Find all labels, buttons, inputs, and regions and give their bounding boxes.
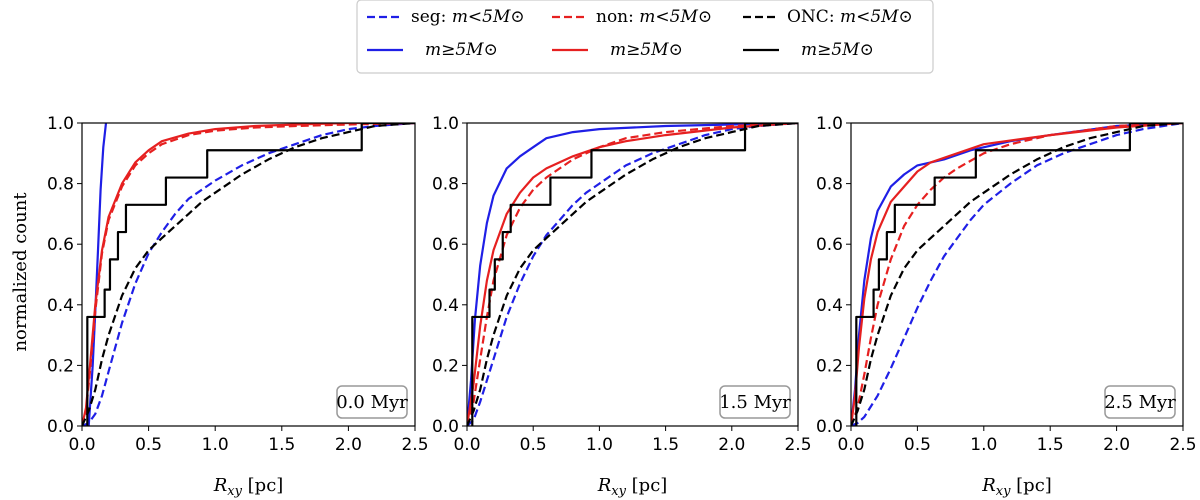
time-label: 0.0 Myr	[336, 392, 408, 413]
panel-2: 0.0 0.5 1.0 1.5 2.0 2.5 0.0 0.2 0.4 0.6 0.8 1.0 Rxy …	[432, 114, 812, 499]
x-axis-label: Rxy [pc]	[981, 475, 1052, 499]
legend-label: m≥5M⊙	[801, 40, 874, 60]
series-line-non-m-5	[851, 123, 1183, 426]
series-line-onc-m-5	[471, 123, 798, 426]
y-tick-label: 0.8	[47, 175, 74, 195]
time-box	[1104, 385, 1176, 419]
time-box	[336, 385, 408, 419]
x-tick-label: 0.0	[837, 435, 864, 455]
legend-label: m≥5M⊙	[610, 40, 683, 60]
x-tick-label: 0.5	[520, 435, 547, 455]
time-box	[719, 385, 791, 419]
series-line-seg-m-5	[851, 123, 1183, 426]
axes-frame	[466, 122, 799, 427]
y-tick-label: 0.4	[47, 296, 74, 316]
series-line-non-m-5	[82, 123, 415, 426]
y-tick-label: 0.8	[816, 175, 843, 195]
series-group	[467, 123, 798, 426]
time-label: 1.5 Myr	[719, 392, 791, 413]
legend-frame	[356, 0, 934, 74]
axes-frame	[81, 122, 416, 427]
x-tick-label: 1.0	[202, 435, 229, 455]
legend: seg: m<5M⊙ non: m<5M⊙ ONC: m<5M⊙ m≥5M⊙ m≥5M⊙…	[356, 0, 934, 74]
x-tick-label: 0.0	[453, 435, 480, 455]
legend-entry-seg: seg: m<5M⊙	[367, 7, 525, 27]
legend-label: ONC: m<5M⊙	[787, 7, 913, 27]
x-axis-label: Rxy [pc]	[597, 475, 668, 499]
y-tick-label: 1.0	[432, 114, 459, 134]
y-tick-label: 0.0	[816, 417, 843, 437]
x-tick-label: 2.0	[335, 435, 362, 455]
series-line-non-m-5	[467, 123, 798, 426]
y-tick-label: 0.6	[432, 235, 459, 255]
axes-frame	[850, 122, 1184, 427]
legend-label: non: m<5M⊙	[596, 7, 712, 27]
series-line-non-m-5	[851, 123, 1183, 426]
y-tick-label: 0.6	[47, 235, 74, 255]
x-tick-label: 0.0	[68, 435, 95, 455]
legend-label: seg: m<5M⊙	[411, 7, 525, 27]
x-tick-label: 2.5	[401, 435, 428, 455]
x-tick-label: 1.0	[586, 435, 613, 455]
y-tick-label: 0.0	[47, 417, 74, 437]
y-tick-label: 0.2	[47, 356, 74, 376]
y-tick-label: 0.2	[816, 356, 843, 376]
legend-entry-onc: ONC: m<5M⊙	[743, 7, 913, 27]
y-tick-label: 0.4	[816, 296, 843, 316]
series-line-seg-m-5	[87, 123, 108, 426]
x-tick-label: 2.0	[718, 435, 745, 455]
x-tick-label: 1.5	[1037, 435, 1064, 455]
y-tick-label: 0.0	[432, 417, 459, 437]
series-group	[851, 123, 1183, 426]
x-tick-label: 2.5	[1169, 435, 1196, 455]
series-line-onc-m-5	[86, 123, 415, 426]
series-group	[82, 123, 415, 426]
x-tick-label: 2.5	[784, 435, 811, 455]
time-label: 2.5 Myr	[1104, 392, 1176, 413]
y-tick-label: 1.0	[47, 114, 74, 134]
x-tick-label: 0.5	[904, 435, 931, 455]
y-tick-label: 0.6	[816, 235, 843, 255]
y-tick-label: 1.0	[816, 114, 843, 134]
x-tick-label: 1.5	[652, 435, 679, 455]
panel-1: 0.0 0.5 1.0 1.5 2.0 2.5 0.0 0.2 0.4 0.6 0.8 1.0 Rxy …	[47, 114, 429, 499]
x-tick-label: 1.5	[268, 435, 295, 455]
legend-entry-seg-hi: m≥5M⊙	[367, 40, 498, 60]
y-axis-label: normalized count	[10, 192, 31, 352]
x-tick-label: 0.5	[135, 435, 162, 455]
y-tick-label: 0.2	[432, 356, 459, 376]
panel-3: 0.0 0.5 1.0 1.5 2.0 2.5 0.0 0.2 0.4 0.6 0.8 1.0 Rxy …	[816, 114, 1197, 499]
legend-entry-non: non: m<5M⊙	[552, 7, 712, 27]
series-line-non-m-5	[467, 123, 798, 426]
x-tick-label: 2.0	[1103, 435, 1130, 455]
legend-label: m≥5M⊙	[425, 40, 498, 60]
series-line-onc-m-5	[82, 123, 415, 426]
y-tick-label: 0.8	[432, 175, 459, 195]
legend-entry-non-hi: m≥5M⊙	[552, 40, 683, 60]
series-line-seg-m-5	[467, 123, 798, 426]
x-axis-label: Rxy [pc]	[213, 475, 284, 499]
series-line-onc-m-5	[851, 123, 1183, 426]
series-line-onc-m-5	[467, 123, 798, 426]
series-line-onc-m-5	[855, 123, 1183, 426]
y-tick-label: 0.4	[432, 296, 459, 316]
series-line-seg-m-5	[82, 123, 415, 426]
x-tick-label: 1.0	[970, 435, 997, 455]
legend-entry-onc-hi: m≥5M⊙	[743, 40, 874, 60]
series-line-seg-m-5	[467, 123, 798, 426]
